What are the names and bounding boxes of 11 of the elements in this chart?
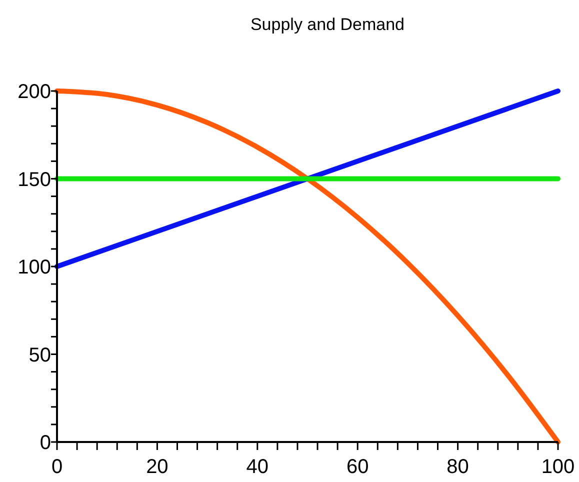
chart-title: Supply and Demand xyxy=(250,15,405,34)
y-tick-label: 150 xyxy=(18,168,51,191)
x-tick-label: 60 xyxy=(346,456,369,478)
y-tick-label: 100 xyxy=(18,256,51,278)
y-tick-label: 50 xyxy=(28,344,51,366)
x-tick-label: 20 xyxy=(146,456,168,478)
y-tick-label: 0 xyxy=(40,432,51,454)
y-tick-label: 200 xyxy=(18,81,51,103)
x-tick-label: 100 xyxy=(541,456,575,478)
x-tick-label: 80 xyxy=(446,456,469,478)
x-tick-label: 40 xyxy=(246,456,269,478)
